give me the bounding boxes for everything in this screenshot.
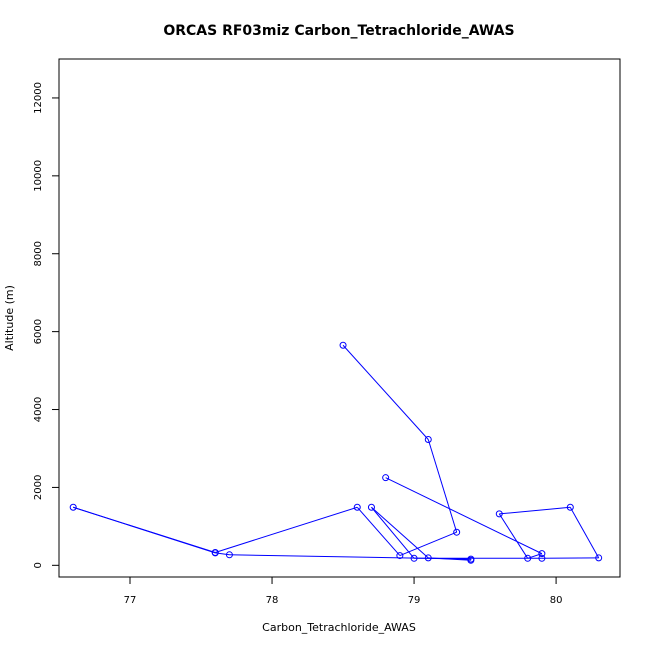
y-tick-label: 2000 bbox=[33, 475, 44, 500]
data-point bbox=[524, 554, 532, 562]
series-segment bbox=[342, 344, 429, 440]
y-axis: 0 2000 4000 6000 8000 10000 12000 bbox=[33, 82, 60, 569]
data-point bbox=[538, 550, 546, 558]
x-tick-label: 77 bbox=[124, 595, 137, 606]
data-point bbox=[69, 503, 77, 511]
data-point bbox=[410, 554, 418, 562]
data-point bbox=[225, 551, 233, 559]
data-point bbox=[367, 503, 375, 511]
x-axis-label: Carbon_Tetrachloride_AWAS bbox=[262, 621, 416, 634]
chart-title: ORCAS RF03miz Carbon_Tetrachloride_AWAS bbox=[163, 23, 514, 39]
series-segment bbox=[498, 513, 529, 559]
y-tick-label: 0 bbox=[33, 562, 44, 568]
series-segment bbox=[427, 439, 458, 533]
plot-frame bbox=[58, 58, 621, 578]
x-tick-label: 78 bbox=[266, 595, 279, 606]
x-tick-label: 79 bbox=[408, 595, 421, 606]
data-point bbox=[495, 510, 503, 518]
data-point bbox=[424, 436, 432, 444]
data-point bbox=[424, 554, 432, 562]
series-segment bbox=[385, 477, 543, 555]
x-axis: 77 78 79 80 bbox=[124, 576, 563, 606]
data-point bbox=[595, 554, 603, 562]
data-point bbox=[382, 474, 390, 482]
series-segment bbox=[371, 506, 415, 559]
series-segment bbox=[399, 531, 457, 557]
y-axis-label: Altitude (m) bbox=[3, 285, 16, 351]
data-point bbox=[211, 549, 219, 557]
series-layer bbox=[69, 341, 603, 564]
series-segment bbox=[215, 506, 358, 553]
y-tick-label: 10000 bbox=[33, 160, 44, 192]
data-point bbox=[453, 528, 461, 536]
y-tick-label: 12000 bbox=[33, 82, 44, 114]
series-segment bbox=[527, 553, 543, 559]
series bbox=[69, 341, 603, 564]
data-point bbox=[467, 556, 475, 564]
series-segment bbox=[215, 552, 230, 556]
series-segment bbox=[569, 507, 600, 559]
data-point bbox=[566, 503, 574, 511]
series-segment bbox=[73, 506, 216, 554]
data-point bbox=[339, 341, 347, 349]
series-segment bbox=[356, 506, 401, 556]
y-tick-label: 6000 bbox=[33, 319, 44, 344]
data-point bbox=[353, 503, 361, 511]
x-tick-label: 80 bbox=[550, 595, 563, 606]
y-tick-label: 8000 bbox=[33, 241, 44, 266]
series-segment bbox=[371, 506, 429, 559]
series-segment bbox=[499, 506, 571, 515]
data-point bbox=[538, 554, 546, 562]
data-point bbox=[396, 552, 404, 560]
y-tick-label: 4000 bbox=[33, 397, 44, 422]
